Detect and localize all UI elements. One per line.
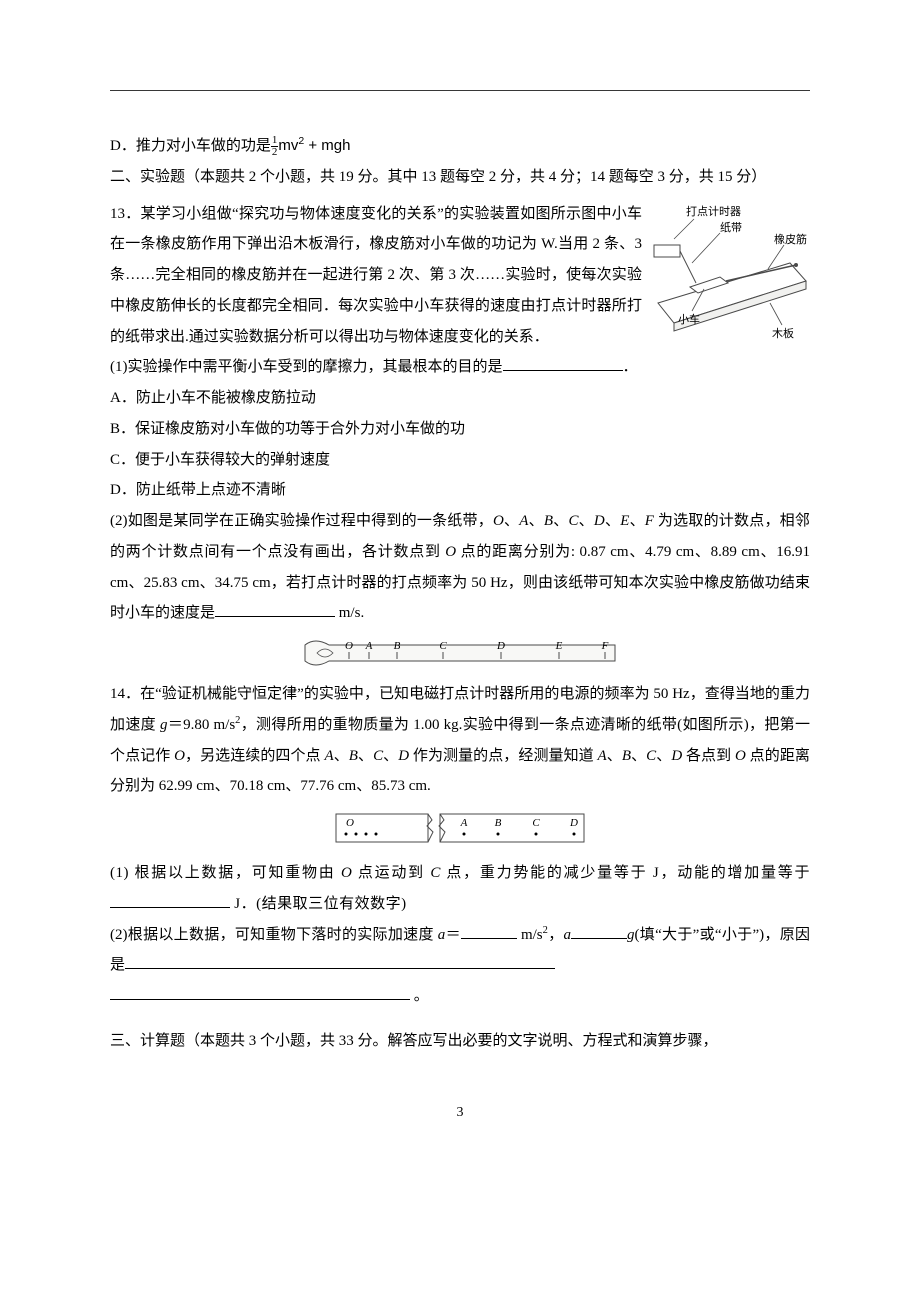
tape-D: D (496, 640, 505, 652)
label-tape: 纸带 (720, 221, 742, 234)
var-B: B (544, 513, 553, 529)
label-car: 小车 (678, 312, 700, 326)
section3-title: 三、计算题（本题共 3 个小题，共 33 分。解答应写出必要的文字说明、方程式和… (110, 1026, 810, 1057)
q13-figure: 打点计时器 纸带 橡皮筋 小车 木板 (650, 203, 810, 353)
tape-F: F (601, 640, 609, 652)
q14-sub1-e: J．(结果取三位有效数字) (230, 896, 407, 912)
option-d-line: D．推力对小车做的功是12mv2 + mgh (110, 131, 810, 162)
q14-stem5: 各点到 (682, 748, 735, 764)
option-d-prefix: D．推力对小车做的功是 (110, 138, 271, 154)
q14tape-B: B (495, 817, 502, 829)
q14tape-A: A (460, 817, 468, 829)
q14-sub1-c: 点，重力势能的减少量等于 (441, 865, 648, 881)
q13-tape-svg: O A B C D E F (295, 635, 625, 669)
q13-sub1-blank (503, 357, 623, 372)
var-E: E (620, 513, 629, 529)
q13-sub2-unit: m/s. (335, 605, 364, 621)
q14-sub2-b: ＝ (445, 927, 461, 943)
var-C: C (568, 513, 578, 529)
label-rubber: 橡皮筋 (774, 232, 807, 246)
q14-sub2-end: 。 (410, 988, 429, 1004)
q14-sub2-unit: m/s (517, 927, 543, 943)
tape-A: A (365, 640, 373, 652)
tape-B: B (394, 640, 401, 652)
q13-sub1-tail: ． (623, 359, 638, 375)
q14-sub2-a: (2)根据以上数据，可知重物下落时的实际加速度 (110, 927, 438, 943)
q14-sub1-b: 点运动到 (352, 865, 430, 881)
q14-blank-reason2 (110, 986, 410, 1001)
q14-sub1-d: J，动能的增加量等于 (653, 865, 810, 881)
q14-sub2-c: ， (548, 927, 564, 943)
q14-tape-svg: O A B C D (330, 808, 590, 848)
apparatus-svg: 打点计时器 纸带 橡皮筋 小车 木板 (650, 203, 810, 353)
label-board: 木板 (772, 326, 794, 340)
var-g: g (160, 717, 168, 733)
q14tape-D: D (569, 817, 578, 829)
q14-g-eq: ＝9.80 m/s (168, 717, 236, 733)
q14-blank1 (110, 893, 230, 908)
top-rule (110, 90, 810, 91)
q13-sub2: (2)如图是某同学在正确实验操作过程中得到的一条纸带，O、A、B、C、D、E、F… (110, 506, 810, 629)
var-O: O (493, 513, 504, 529)
q14tape-O: O (346, 817, 354, 829)
q13-optB: B．保证橡皮筋对小车做的功等于合外力对小车做的功 (110, 414, 810, 445)
tape-O: O (345, 640, 353, 652)
q14tape-C: C (532, 817, 540, 829)
tape-C: C (439, 640, 447, 652)
q14-sub2-line2: 。 (110, 981, 810, 1012)
q13-optD: D．防止纸带上点迹不清晰 (110, 475, 810, 506)
var-O3: O (174, 748, 185, 764)
q14-blank-a (461, 924, 517, 939)
q14-blank-a2 (571, 924, 627, 939)
q13-optC: C．便于小车获得较大的弹射速度 (110, 445, 810, 476)
q13-sub2-blank (215, 603, 335, 618)
q14-stem4: 作为测量的点，经测量知道 (409, 748, 597, 764)
q14-sub2: (2)根据以上数据，可知重物下落时的实际加速度 a＝ m/s2，ag(填“大于”… (110, 920, 810, 982)
section2-title: 二、实验题（本题共 2 个小题，共 19 分。其中 13 题每空 2 分，共 4… (110, 162, 810, 193)
formula-mv2: mv2 (278, 137, 304, 154)
q14-stem3: ，另选连续的四个点 (185, 748, 325, 764)
var-O2: O (445, 544, 456, 560)
q14-sub1-a: (1) 根据以上数据，可知重物由 (110, 865, 341, 881)
q13-optA: A．防止小车不能被橡皮筋拉动 (110, 383, 810, 414)
q13-sub2-a: (2)如图是某同学在正确实验操作过程中得到的一条纸带， (110, 513, 493, 529)
var-F: F (645, 513, 654, 529)
q13-sub1: (1)实验操作中需平衡小车受到的摩擦力，其最根本的目的是 ． (110, 352, 810, 383)
var-A: A (519, 513, 528, 529)
q14-sub1: (1) 根据以上数据，可知重物由 O 点运动到 C 点，重力势能的减少量等于 J… (110, 858, 810, 920)
formula-plus-mgh: + mgh (304, 137, 350, 154)
label-timer: 打点计时器 (686, 204, 741, 218)
q13-block: 打点计时器 纸带 橡皮筋 小车 木板 13．某学习小组做“探究功与物体速度变化的… (110, 199, 810, 680)
q14-blank-reason1 (125, 955, 555, 970)
var-D: D (594, 513, 605, 529)
q13-sub1-lead: (1)实验操作中需平衡小车受到的摩擦力，其最根本的目的是 (110, 359, 503, 375)
q14-stem: 14．在“验证机械能守恒定律”的实验中，已知电磁打点计时器所用的电源的频率为 5… (110, 679, 810, 802)
tape-E: E (555, 640, 563, 652)
page-number: 3 (110, 1105, 810, 1121)
